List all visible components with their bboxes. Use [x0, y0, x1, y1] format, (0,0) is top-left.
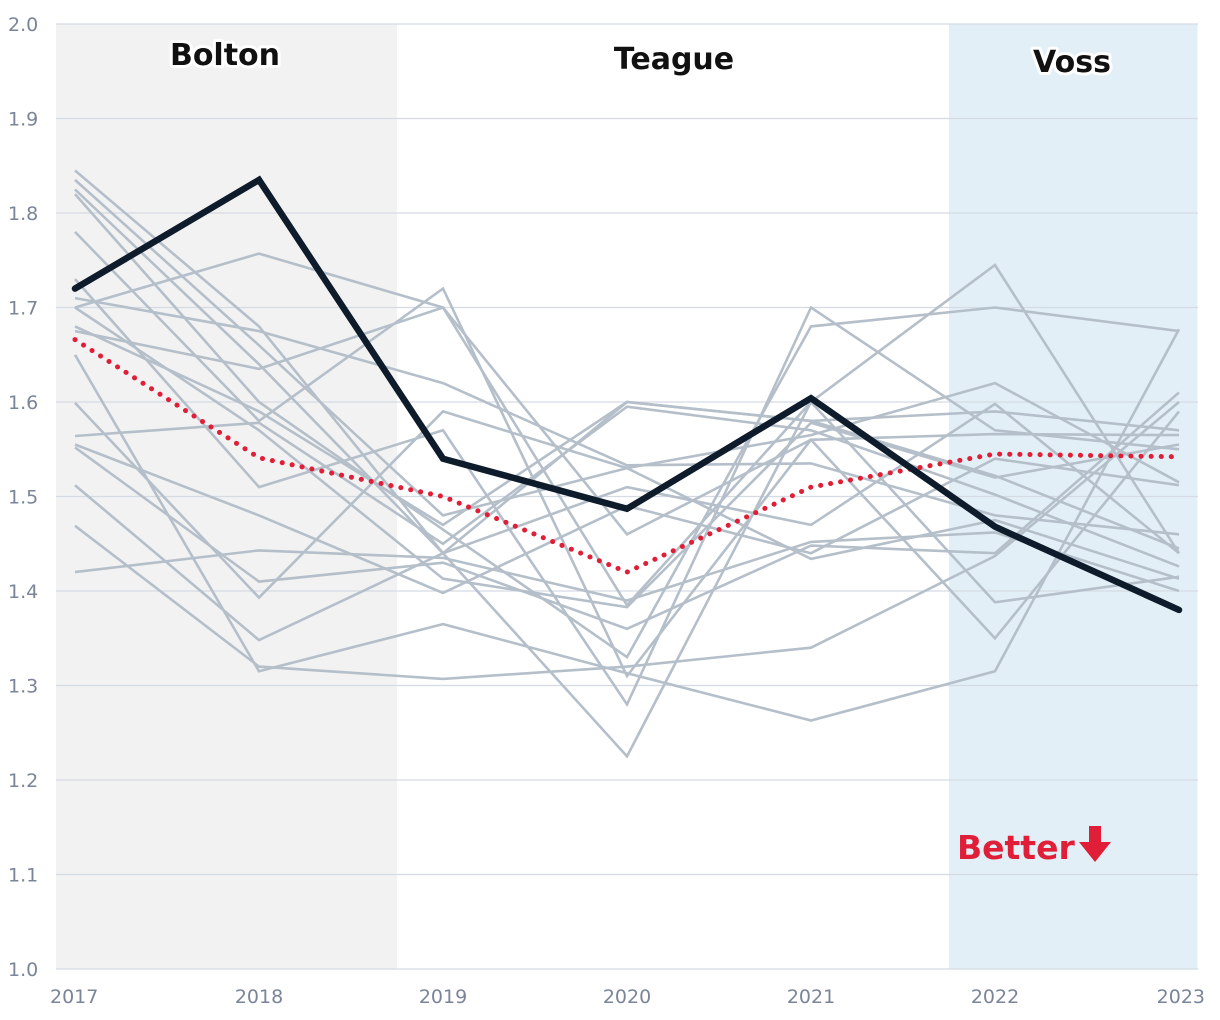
average-series-group: [72, 337, 1182, 575]
y-tick-label: 1.6: [8, 392, 38, 414]
y-axis-ticks: 1.0 1.1 1.2 1.3 1.4 1.5 1.6 1.7 1.8 1.9 2.0: [8, 14, 38, 981]
series-line-other-6: [74, 278, 1180, 708]
y-tick-label: 1.0: [8, 959, 38, 981]
series-line-other-14: [74, 391, 1180, 631]
y-tick-label: 1.1: [8, 865, 38, 887]
series-line-other-5: [74, 230, 1181, 679]
era-label-bolton: Bolton: [170, 38, 280, 73]
series-line-other-17: [74, 531, 1180, 602]
y-tick-label: 1.9: [8, 109, 38, 131]
series-line-other-12: [74, 405, 1180, 568]
series-line-other-3: [74, 188, 1180, 555]
highlight-series-group: [71, 175, 1183, 614]
x-tick-label: 2020: [603, 986, 651, 1008]
series-line-other-18: [73, 328, 1181, 722]
y-tick-label: 1.2: [8, 770, 38, 792]
y-tick-label: 1.3: [8, 676, 38, 698]
series-line-other-4: [74, 193, 1180, 659]
gridlines: [56, 23, 1198, 970]
y-tick-label: 1.8: [8, 203, 38, 225]
x-tick-label: 2022: [971, 986, 1019, 1008]
y-tick-label: 1.5: [8, 487, 38, 509]
other-series-group: [73, 169, 1181, 759]
x-axis-ticks: 2017 2018 2019 2020 2021 2022 2023: [50, 986, 1205, 1008]
series-line-highlight: [71, 175, 1183, 614]
era-labels: Bolton Teague Voss: [167, 35, 1114, 83]
x-tick-label: 2017: [50, 986, 98, 1008]
better-label: Better: [957, 828, 1075, 867]
x-tick-label: 2018: [235, 986, 283, 1008]
better-down-arrow-icon: [1079, 826, 1111, 862]
series-line-other-7: [74, 296, 1180, 536]
series-line-other-9: [74, 325, 1180, 550]
era-label-voss: Voss: [1033, 45, 1111, 80]
series-line-other-19: [74, 306, 1180, 609]
y-tick-label: 1.7: [8, 298, 38, 320]
series-line-other-16: [74, 401, 1180, 681]
series-line-other-8: [74, 252, 1181, 608]
series-line-average: [72, 337, 1182, 575]
series-line-other-11: [74, 402, 1180, 600]
y-tick-label: 2.0: [8, 14, 38, 36]
y-tick-label: 1.4: [8, 581, 38, 603]
series-line-other-10: [74, 305, 1180, 536]
x-tick-label: 2021: [787, 986, 835, 1008]
x-tick-label: 2019: [419, 986, 467, 1008]
better-annotation: Better: [957, 826, 1111, 867]
era-label-teague: Teague: [614, 42, 734, 77]
x-tick-label: 2023: [1157, 986, 1205, 1008]
series-line-other-15: [74, 399, 1180, 759]
